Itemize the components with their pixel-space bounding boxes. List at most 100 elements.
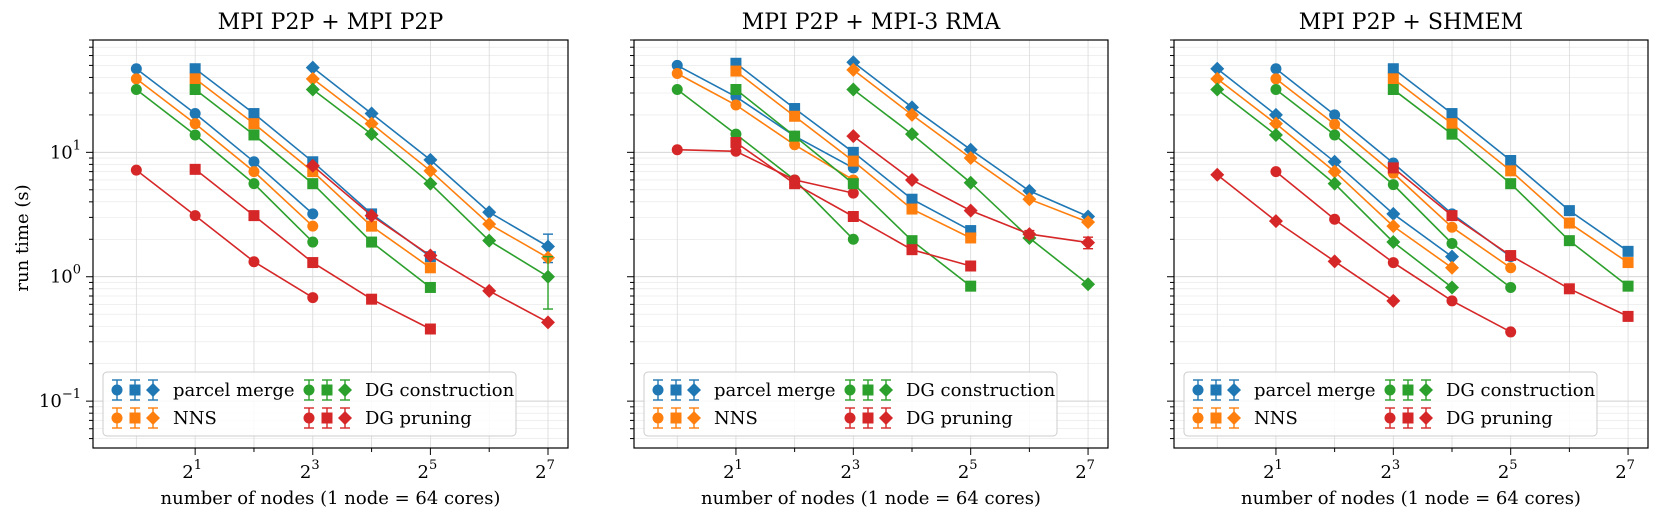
data-point <box>1329 118 1341 130</box>
series-6 <box>189 84 436 293</box>
data-point <box>482 205 497 220</box>
series-line <box>135 78 314 227</box>
data-point <box>730 145 742 157</box>
x-tick-label: 27 <box>1075 458 1095 483</box>
x-tick-label: 21 <box>1263 458 1283 483</box>
series-6 <box>1210 82 1459 295</box>
series-10 <box>305 82 556 310</box>
data-point <box>904 127 919 142</box>
axes-frame <box>92 39 569 449</box>
data-point <box>305 82 320 97</box>
legend-marker <box>338 383 352 397</box>
data-point <box>730 99 742 111</box>
legend-marker <box>1210 412 1222 424</box>
x-tick-exponent: 1 <box>194 458 202 473</box>
data-point <box>789 110 801 122</box>
legend-marker <box>1192 412 1204 424</box>
legend-marker <box>303 384 315 396</box>
x-tick-base: 2 <box>535 462 546 483</box>
legend-label: parcel merge <box>1254 380 1376 401</box>
legend-label: parcel merge <box>714 380 836 401</box>
data-point <box>1268 107 1283 122</box>
series-1 <box>130 73 319 232</box>
legend-marker <box>1402 412 1414 424</box>
data-point <box>482 217 497 232</box>
data-point <box>730 136 742 148</box>
x-tick-base: 2 <box>1380 462 1391 483</box>
legend: parcel merge NNS DG construction DG pruning <box>643 371 1058 437</box>
data-point <box>541 269 556 284</box>
series-10 <box>1387 84 1634 292</box>
x-tick-exponent: 7 <box>1087 458 1095 473</box>
series-7 <box>1210 167 1401 308</box>
data-point <box>1446 238 1458 250</box>
x-tick-label: 27 <box>1615 458 1635 483</box>
legend-marker <box>862 412 874 424</box>
data-point <box>1022 192 1037 207</box>
data-point <box>423 152 438 167</box>
data-point <box>1387 84 1399 96</box>
data-point <box>307 236 319 248</box>
data-point <box>1268 116 1283 131</box>
data-point <box>1210 71 1225 86</box>
data-point <box>248 118 260 130</box>
legend-marker <box>1384 384 1396 396</box>
legend-frame <box>643 371 1058 437</box>
y-tick-base: 10 <box>50 142 73 163</box>
legend-marker <box>652 384 664 396</box>
y-tick-label: 101 <box>50 138 81 163</box>
data-point <box>189 63 201 75</box>
x-tick-base: 2 <box>1263 462 1274 483</box>
data-point <box>1505 154 1517 166</box>
data-point <box>189 118 201 130</box>
series-8 <box>1387 63 1634 257</box>
data-point <box>847 155 859 167</box>
legend-marker <box>687 411 701 425</box>
series-3 <box>1270 166 1517 338</box>
data-point <box>366 293 378 305</box>
data-point <box>1622 257 1634 269</box>
legend-marker <box>146 383 160 397</box>
legend-entry: NNS <box>1192 407 1298 429</box>
data-point <box>1563 283 1575 295</box>
data-point <box>366 220 378 232</box>
data-point <box>1446 221 1458 233</box>
data-point <box>730 65 742 77</box>
data-point <box>248 210 260 222</box>
legend-marker <box>862 384 874 396</box>
data-point <box>1387 179 1399 191</box>
series-line <box>677 148 854 194</box>
data-point <box>1329 129 1341 141</box>
data-point <box>789 178 801 190</box>
data-point <box>189 84 201 96</box>
legend-label: DG pruning <box>1446 408 1553 429</box>
x-tick-label: 23 <box>300 458 320 483</box>
series-8 <box>846 55 1096 224</box>
data-point <box>965 280 977 292</box>
data-point <box>1081 215 1096 230</box>
data-point <box>671 84 683 96</box>
data-point <box>1022 183 1037 198</box>
data-point <box>424 262 436 274</box>
data-point <box>305 71 320 86</box>
data-point <box>1210 61 1225 76</box>
data-point <box>1387 162 1399 174</box>
data-point <box>541 315 556 330</box>
legend-marker <box>1419 411 1433 425</box>
legend-marker <box>652 412 664 424</box>
data-point <box>364 106 379 121</box>
data-point <box>1386 235 1401 250</box>
legend-marker <box>844 384 856 396</box>
data-point <box>423 163 438 178</box>
x-tick-exponent: 7 <box>1627 458 1635 473</box>
legend-marker <box>879 411 893 425</box>
data-point <box>963 203 978 218</box>
data-point <box>963 142 978 157</box>
x-tick-label: 27 <box>535 458 555 483</box>
series-0 <box>130 63 319 220</box>
legend-entry: parcel merge <box>111 379 295 401</box>
data-point <box>1268 127 1283 142</box>
y-tick-label: 100 <box>50 263 81 288</box>
x-tick-exponent: 3 <box>311 458 319 473</box>
data-point <box>1270 73 1282 85</box>
